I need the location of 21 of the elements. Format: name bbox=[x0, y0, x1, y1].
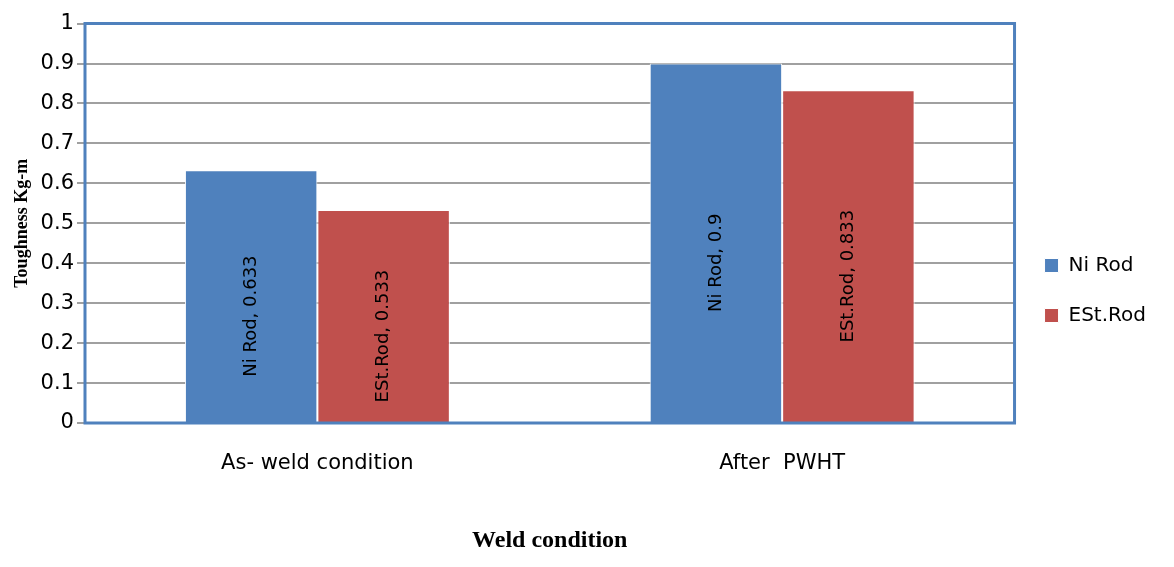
x-tick-label: After PWHT bbox=[719, 450, 846, 475]
data-label: ESt.Rod, 0.833 bbox=[836, 209, 858, 343]
data-label: Ni Rod, 0.9 bbox=[703, 213, 725, 312]
y-tick-label: 0.1 bbox=[40, 369, 74, 394]
x-axis-title: Weld condition bbox=[472, 525, 628, 552]
x-tick-label: As- weld condition bbox=[221, 450, 414, 475]
y-tick-label: 0.5 bbox=[40, 209, 74, 234]
data-label: ESt.Rod, 0.533 bbox=[371, 269, 393, 403]
y-tick-label: 0.2 bbox=[40, 329, 74, 354]
y-tick-label: 0.6 bbox=[40, 169, 74, 194]
y-tick-label: 0.7 bbox=[40, 129, 74, 154]
y-tick-label: 0.9 bbox=[40, 49, 74, 74]
legend-label: ESt.Rod bbox=[1068, 301, 1147, 326]
y-tick-label: 0.4 bbox=[40, 249, 74, 274]
y-tick-label: 0.8 bbox=[40, 89, 74, 114]
y-tick-label: 1 bbox=[60, 10, 74, 35]
legend-label: Ni Rod bbox=[1068, 251, 1134, 276]
y-axis-title: Toughness Kg-m bbox=[11, 158, 32, 288]
y-tick-label: 0.3 bbox=[40, 289, 74, 314]
data-label: Ni Rod, 0.633 bbox=[238, 255, 260, 377]
y-tick-label: 0 bbox=[60, 409, 74, 434]
